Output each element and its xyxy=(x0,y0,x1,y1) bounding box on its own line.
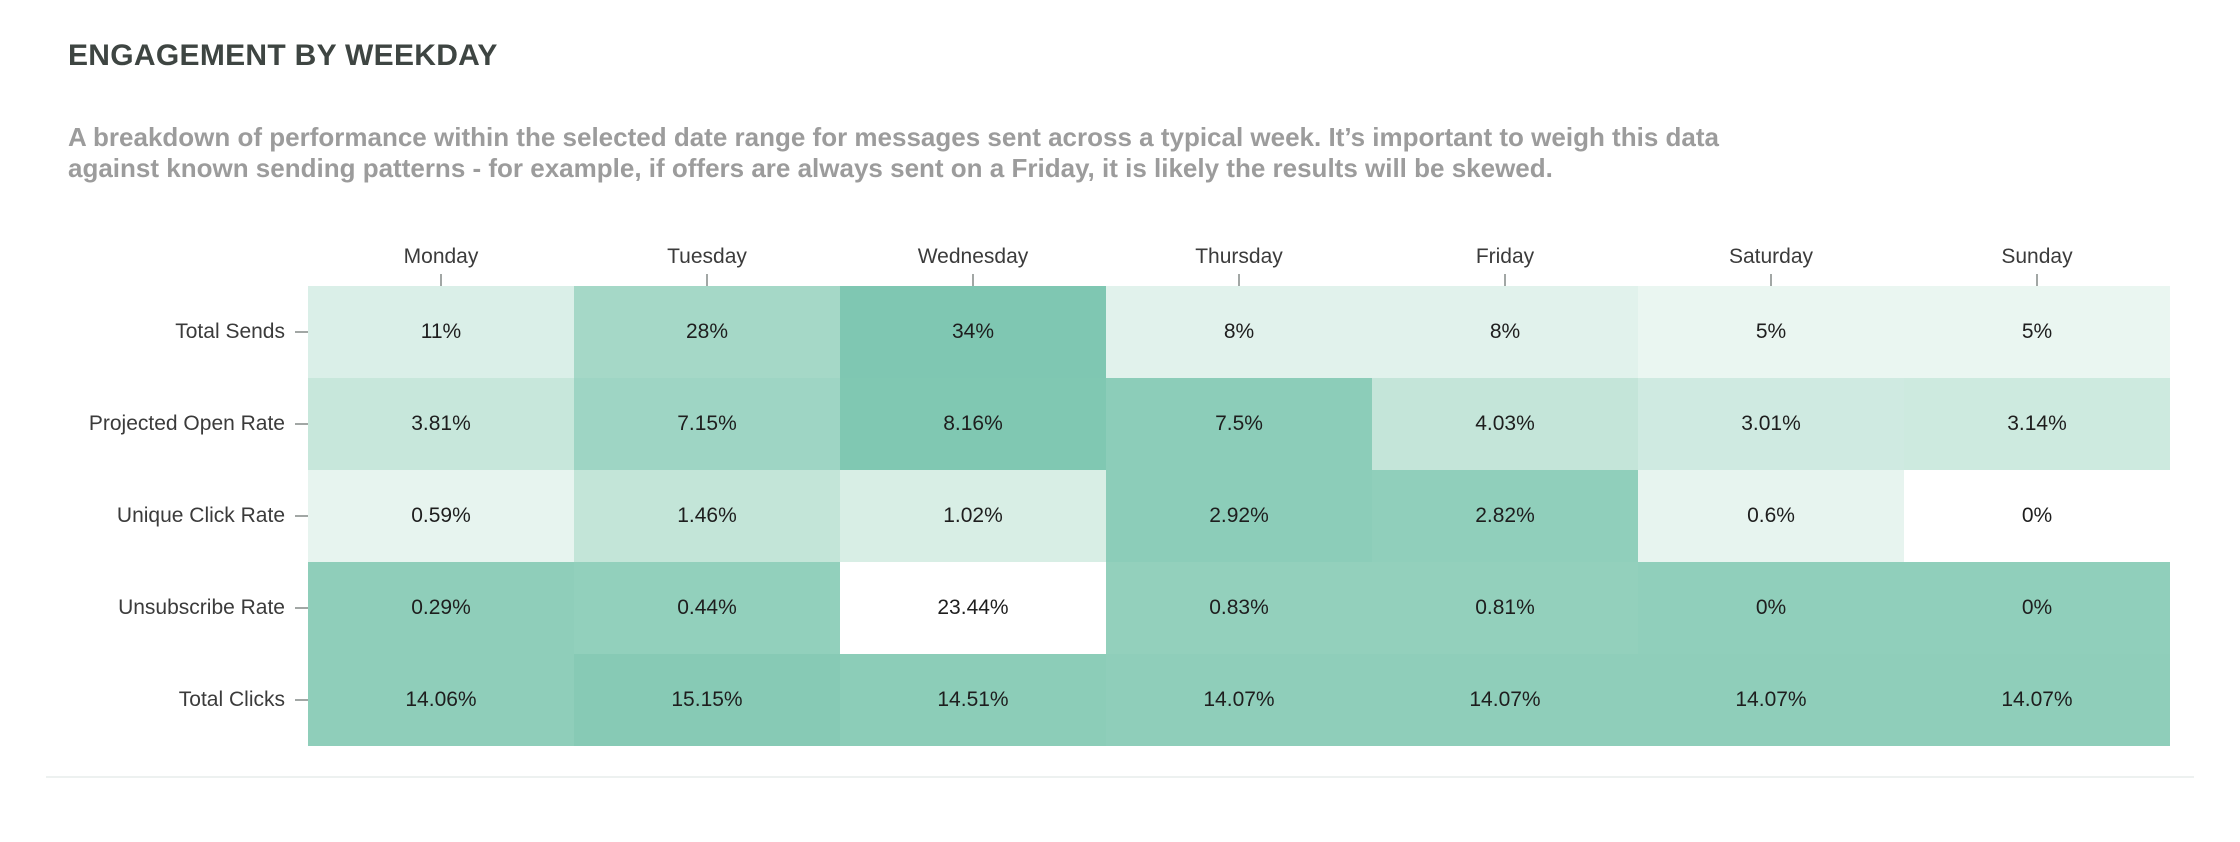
row-label-text: Unsubscribe Rate xyxy=(118,596,285,619)
heatmap-cell-unique-click-rate-sunday: 0% xyxy=(1904,470,2170,562)
heatmap-cell-total-sends-wednesday: 34% xyxy=(840,286,1106,378)
row-label-text: Total Clicks xyxy=(178,688,285,711)
heatmap-cell-unique-click-rate-friday: 2.82% xyxy=(1372,470,1638,562)
row-tick-icon xyxy=(295,515,308,517)
row-label-projected-open-rate: Projected Open Rate xyxy=(0,378,308,470)
heatmap-cell-unsubscribe-rate-thursday: 0.83% xyxy=(1106,562,1372,654)
heatmap-cell-total-sends-sunday: 5% xyxy=(1904,286,2170,378)
column-header-saturday: Saturday xyxy=(1638,240,1904,286)
column-header-label: Friday xyxy=(1475,245,1535,268)
heatmap-cell-total-clicks-thursday: 14.07% xyxy=(1106,654,1372,746)
heatmap-cell-unique-click-rate-thursday: 2.92% xyxy=(1106,470,1372,562)
heatmap-cell-projected-open-rate-sunday: 3.14% xyxy=(1904,378,2170,470)
row-label-text: Total Sends xyxy=(175,320,285,343)
heatmap-cell-total-sends-saturday: 5% xyxy=(1638,286,1904,378)
column-header-label: Thursday xyxy=(1195,245,1283,268)
heatmap-cell-unique-click-rate-tuesday: 1.46% xyxy=(574,470,840,562)
heatmap-cell-total-clicks-tuesday: 15.15% xyxy=(574,654,840,746)
heatmap-cell-total-clicks-monday: 14.06% xyxy=(308,654,574,746)
row-label-unique-click-rate: Unique Click Rate xyxy=(0,470,308,562)
column-tick-icon xyxy=(1770,274,1772,286)
column-header-label: Saturday xyxy=(1728,245,1814,268)
engagement-report-section: ENGAGEMENT BY WEEKDAY A breakdown of per… xyxy=(0,38,2240,842)
row-tick-icon xyxy=(295,423,308,425)
column-header-friday: Friday xyxy=(1372,240,1638,286)
row-tick-icon xyxy=(295,607,308,609)
heatmap-cell-unsubscribe-rate-tuesday: 0.44% xyxy=(574,562,840,654)
heatmap-cell-total-sends-tuesday: 28% xyxy=(574,286,840,378)
heatmap-cell-unique-click-rate-wednesday: 1.02% xyxy=(840,470,1106,562)
heatmap-cell-total-clicks-sunday: 14.07% xyxy=(1904,654,2170,746)
row-tick-icon xyxy=(295,331,308,333)
heatmap-cell-total-clicks-saturday: 14.07% xyxy=(1638,654,1904,746)
heatmap-cell-unsubscribe-rate-friday: 0.81% xyxy=(1372,562,1638,654)
heatmap-cell-projected-open-rate-saturday: 3.01% xyxy=(1638,378,1904,470)
row-label-total-clicks: Total Clicks xyxy=(0,654,308,746)
row-tick-icon xyxy=(295,699,308,701)
heatmap-cell-unique-click-rate-monday: 0.59% xyxy=(308,470,574,562)
column-tick-icon xyxy=(1504,274,1506,286)
heatmap-cell-unsubscribe-rate-sunday: 0% xyxy=(1904,562,2170,654)
column-header-monday: Monday xyxy=(308,240,574,286)
section-description: A breakdown of performance within the se… xyxy=(68,122,1719,183)
heatmap-cell-unsubscribe-rate-wednesday: 23.44% xyxy=(840,562,1106,654)
heatmap-cell-total-clicks-friday: 14.07% xyxy=(1372,654,1638,746)
heatmap-cell-total-clicks-wednesday: 14.51% xyxy=(840,654,1106,746)
heatmap-cell-projected-open-rate-monday: 3.81% xyxy=(308,378,574,470)
engagement-heatmap: Monday Tuesday Wednesday Thursday Friday Satu… xyxy=(0,240,2240,746)
heatmap-cell-total-sends-friday: 8% xyxy=(1372,286,1638,378)
section-title: ENGAGEMENT BY WEEKDAY xyxy=(68,39,498,72)
heatmap-cell-projected-open-rate-wednesday: 8.16% xyxy=(840,378,1106,470)
column-header-label: Tuesday xyxy=(667,245,747,268)
column-tick-icon xyxy=(1238,274,1240,286)
column-tick-icon xyxy=(972,274,974,286)
heatmap-cell-projected-open-rate-tuesday: 7.15% xyxy=(574,378,840,470)
column-header-label: Wednesday xyxy=(917,245,1029,268)
column-tick-icon xyxy=(2036,274,2038,286)
row-label-text: Projected Open Rate xyxy=(88,412,285,435)
heatmap-cell-total-sends-monday: 11% xyxy=(308,286,574,378)
column-header-sunday: Sunday xyxy=(1904,240,2170,286)
column-header-label: Sunday xyxy=(2001,245,2073,268)
column-header-wednesday: Wednesday xyxy=(840,240,1106,286)
column-tick-icon xyxy=(706,274,708,286)
row-label-text: Unique Click Rate xyxy=(116,504,285,527)
column-header-label: Monday xyxy=(403,245,479,268)
heatmap-corner xyxy=(0,240,308,286)
column-header-tuesday: Tuesday xyxy=(574,240,840,286)
heatmap-cell-unsubscribe-rate-monday: 0.29% xyxy=(308,562,574,654)
row-label-total-sends: Total Sends xyxy=(0,286,308,378)
heatmap-cell-total-sends-thursday: 8% xyxy=(1106,286,1372,378)
heatmap-cell-unsubscribe-rate-saturday: 0% xyxy=(1638,562,1904,654)
column-tick-icon xyxy=(440,274,442,286)
column-header-thursday: Thursday xyxy=(1106,240,1372,286)
heatmap-cell-projected-open-rate-thursday: 7.5% xyxy=(1106,378,1372,470)
section-divider xyxy=(46,776,2194,778)
row-label-unsubscribe-rate: Unsubscribe Rate xyxy=(0,562,308,654)
heatmap-cell-unique-click-rate-saturday: 0.6% xyxy=(1638,470,1904,562)
heatmap-cell-projected-open-rate-friday: 4.03% xyxy=(1372,378,1638,470)
